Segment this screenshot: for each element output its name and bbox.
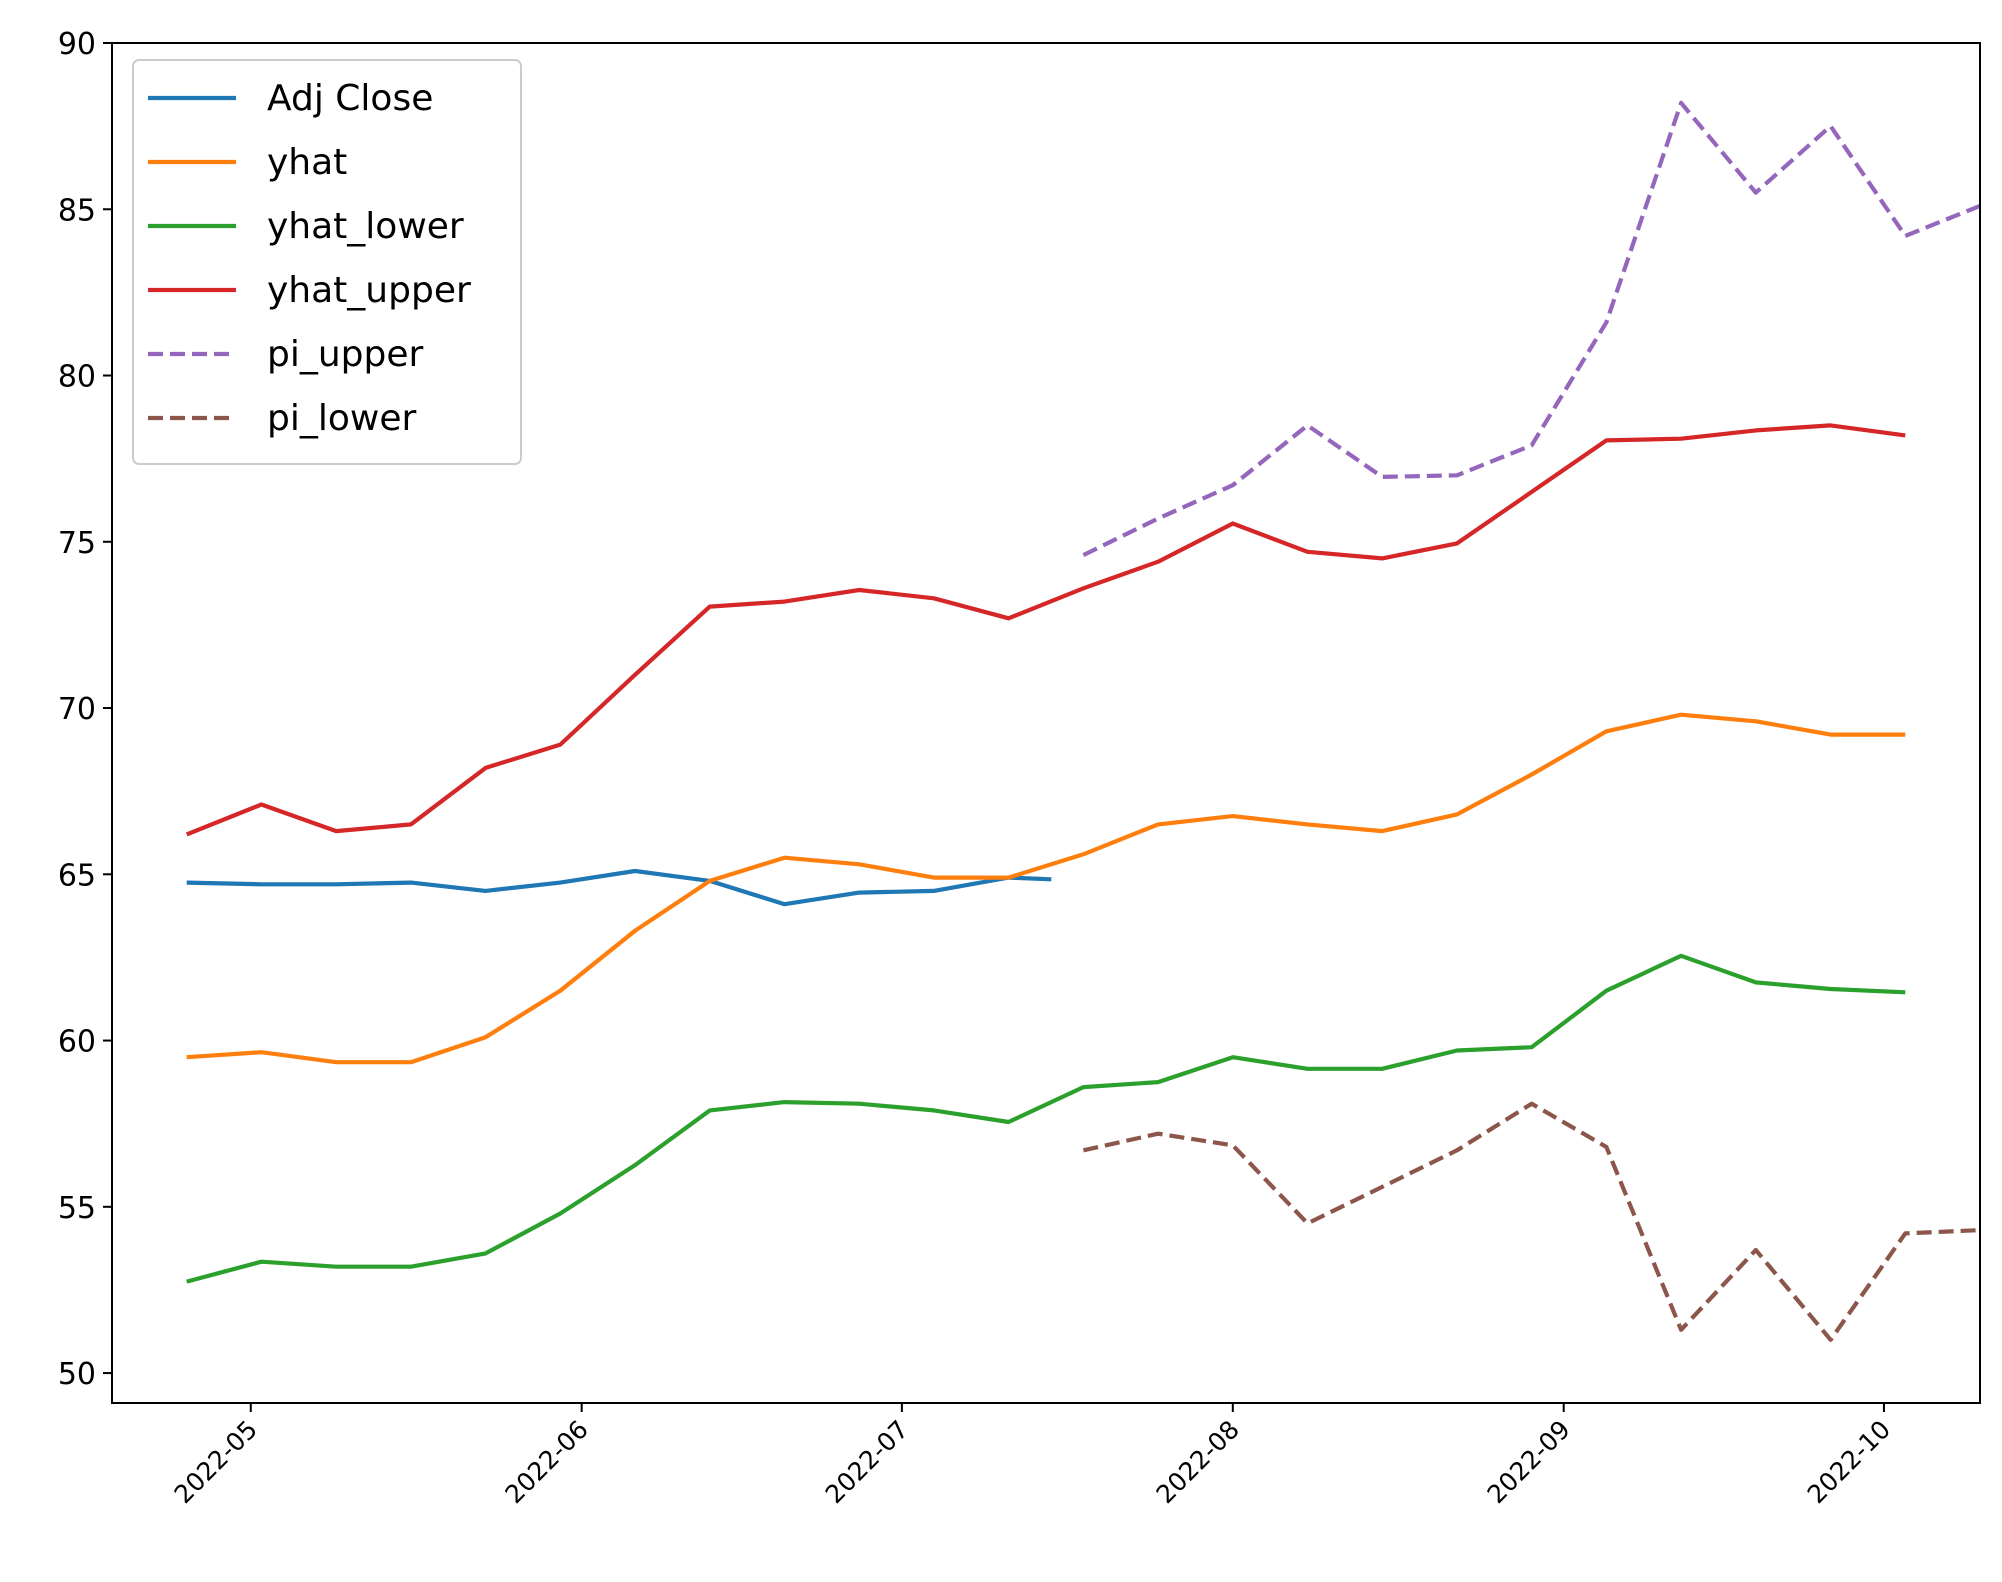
series-line-pi-lower: [1082, 1101, 1981, 1342]
series-line-yhat-upper: [185, 423, 1906, 837]
legend-label-yhat-lower: yhat_lower: [267, 206, 464, 247]
y-tick-label: 85: [58, 193, 96, 228]
y-tick-label: 80: [58, 360, 96, 395]
series-line-pi-upper: [1082, 100, 1981, 557]
series-line-yhat: [186, 712, 1906, 1065]
legend-label-yhat: yhat: [267, 142, 347, 183]
y-tick-label: 90: [58, 27, 96, 62]
axes-frame: [111, 42, 1981, 1404]
legend-label-yhat-upper: yhat_upper: [267, 270, 471, 311]
legend: Adj Close yhat yhat_lower yhat_upper pi_uppe…: [132, 59, 522, 465]
legend-label-pi-upper: pi_upper: [267, 334, 424, 375]
series-line-adj-close: [186, 868, 1052, 907]
y-tick-label: 75: [58, 526, 96, 561]
y-tick-label: 65: [58, 858, 96, 893]
y-tick-label: 70: [58, 692, 96, 727]
y-tick-label: 60: [58, 1025, 96, 1060]
legend-label-adj-close: Adj Close: [267, 78, 433, 119]
y-tick-label: 50: [58, 1357, 96, 1392]
legend-label-pi-lower: pi_lower: [267, 398, 416, 439]
series-line-yhat-lower: [186, 953, 1906, 1284]
y-tick-label: 55: [58, 1191, 96, 1226]
series-layer: [185, 100, 1981, 1342]
